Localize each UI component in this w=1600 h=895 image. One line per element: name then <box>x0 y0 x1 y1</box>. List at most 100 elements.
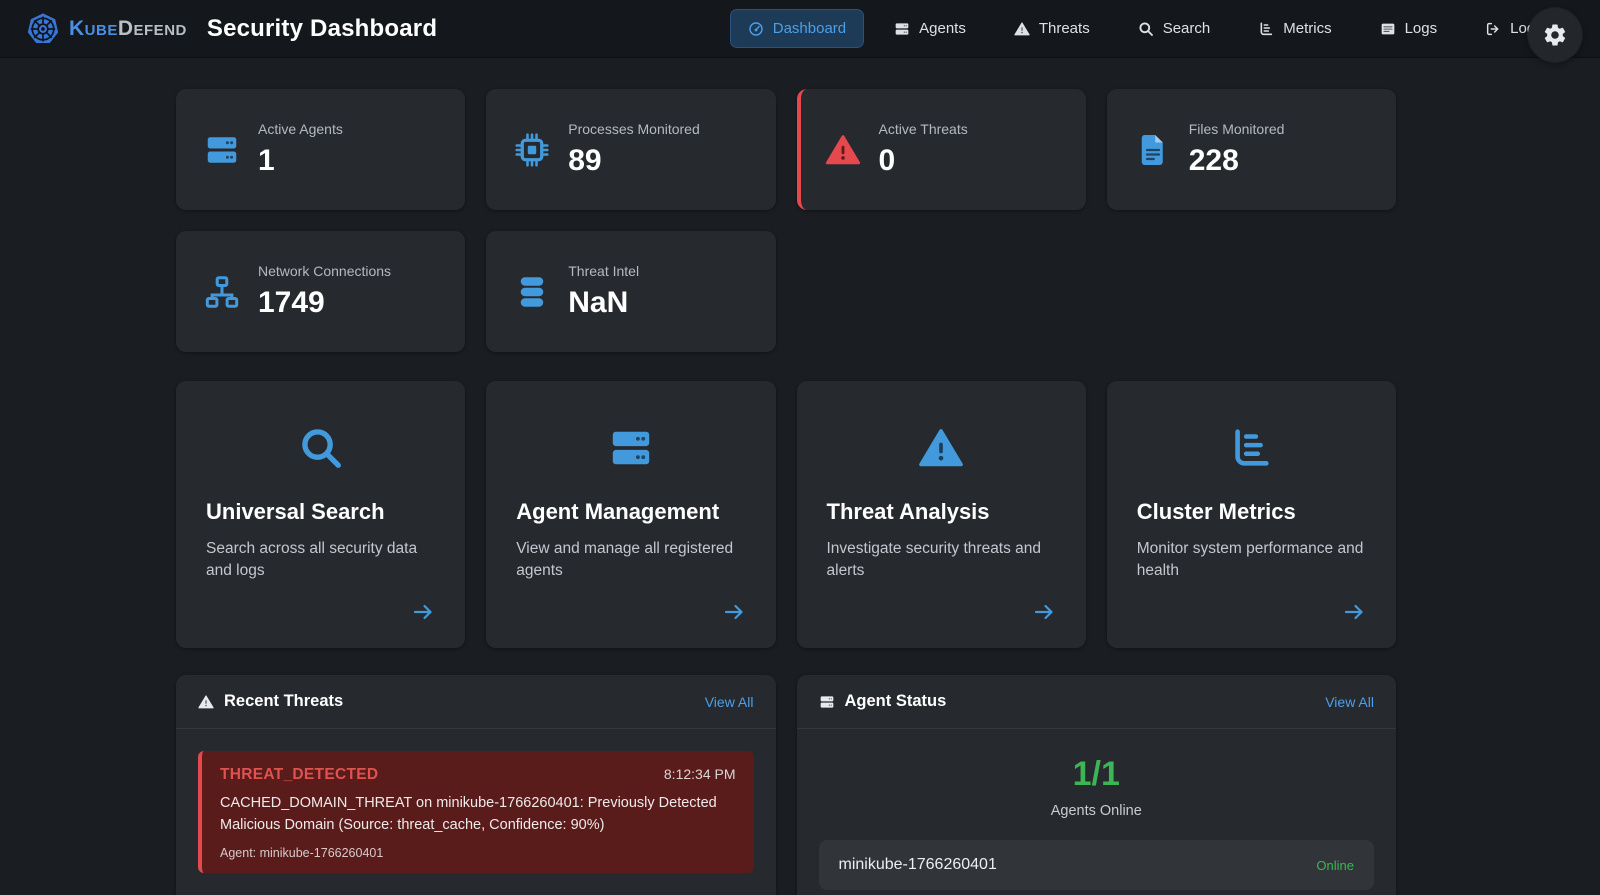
warning-icon <box>918 425 964 471</box>
brand-text: KubeDefend <box>69 17 187 41</box>
arrow-right-icon[interactable] <box>722 600 746 624</box>
top-navbar: KubeDefend Security Dashboard Dashboard … <box>0 0 1600 58</box>
nav-item-label: Logs <box>1404 20 1438 37</box>
stat-label: Files Monitored <box>1188 121 1285 137</box>
gauge-icon <box>748 21 764 37</box>
agent-status-title-text: Agent Status <box>844 692 947 710</box>
agent-status-body: 1/1 Agents Online minikube-1766260401 On… <box>797 729 1397 895</box>
stat-info: Files Monitored 228 <box>1189 121 1285 178</box>
cpu-icon <box>514 132 550 168</box>
agents-online-count: 1/1 <box>1072 755 1120 793</box>
feature-description: Monitor system performance and health <box>1136 540 1364 580</box>
server-icon <box>894 21 910 37</box>
brand-name-primary: Kube <box>69 16 118 40</box>
nav-item-agents[interactable]: Agents <box>876 9 984 48</box>
feature-title: Agent Management <box>516 499 720 524</box>
stat-label: Active Threats <box>878 121 968 137</box>
threat-type: THREAT_DETECTED <box>220 766 379 783</box>
stat-label: Processes Monitored <box>568 121 700 137</box>
feature-title: Threat Analysis <box>826 499 990 524</box>
stat-info: Threat Intel NaN <box>568 263 639 320</box>
feature-card-threat-analysis[interactable]: Threat Analysis Investigate security thr… <box>796 381 1086 648</box>
chart-bars-icon <box>1228 425 1274 471</box>
arrow-right-icon[interactable] <box>411 600 435 624</box>
agent-summary: 1/1 Agents Online <box>819 755 1375 819</box>
nav-item-label: Agents <box>919 20 966 37</box>
nav-item-label: Search <box>1162 20 1211 37</box>
logout-icon <box>1485 21 1501 37</box>
stat-value: 1749 <box>258 286 325 319</box>
brand[interactable]: KubeDefend <box>26 12 187 46</box>
feature-card-agent-management[interactable]: Agent Management View and manage all reg… <box>486 381 776 648</box>
stat-value: 89 <box>568 144 602 177</box>
stat-card-processes-monitored: Processes Monitored 89 <box>486 89 776 210</box>
nav-item-label: Dashboard <box>772 20 847 37</box>
nav-item-search[interactable]: Search <box>1120 9 1229 48</box>
threat-timestamp: 8:12:34 PM <box>663 766 736 782</box>
stat-label: Active Agents <box>258 121 343 137</box>
logs-icon <box>1380 21 1396 37</box>
feature-description: Investigate security threats and alerts <box>826 540 1042 580</box>
nav-menu: Dashboard Agents Threats Search Metrics … <box>729 9 1574 48</box>
nav-item-label: Metrics <box>1283 20 1332 37</box>
chart-bars-icon <box>1258 21 1274 37</box>
nav-item-label: Threats <box>1038 20 1090 37</box>
search-icon <box>298 425 344 471</box>
stat-card-files-monitored: Files Monitored 228 <box>1106 89 1396 210</box>
server-icon <box>819 694 835 710</box>
stat-value: 0 <box>878 144 896 177</box>
stat-card-network-connections: Network Connections 1749 <box>176 231 466 352</box>
arrow-right-icon[interactable] <box>1032 600 1056 624</box>
feature-card-universal-search[interactable]: Universal Search Search across all secur… <box>176 381 466 648</box>
database-icon <box>514 274 550 310</box>
stat-label: Network Connections <box>258 263 392 279</box>
nav-item-metrics[interactable]: Metrics <box>1240 9 1349 48</box>
recent-threats-panel: Recent Threats View All THREAT_DETECTED … <box>176 675 776 895</box>
nav-item-logs[interactable]: Logs <box>1362 9 1456 48</box>
agent-status-badge: Online <box>1316 857 1354 873</box>
feature-card-cluster-metrics[interactable]: Cluster Metrics Monitor system performan… <box>1106 381 1396 648</box>
agent-list: minikube-1766260401 Online <box>818 840 1374 890</box>
feature-description: View and manage all registered agents <box>516 540 734 580</box>
gear-icon <box>1542 22 1568 48</box>
stat-info: Active Agents 1 <box>258 121 343 178</box>
agent-name: minikube-1766260401 <box>838 856 997 873</box>
agent-status-panel: Agent Status View All 1/1 Agents Online … <box>796 675 1397 895</box>
stat-card-threat-intel: Threat Intel NaN <box>486 231 776 352</box>
page-title: Security Dashboard <box>206 14 438 42</box>
arrow-right-icon[interactable] <box>1342 600 1366 624</box>
agent-status-header: Agent Status View All <box>796 675 1396 729</box>
stat-info: Active Threats 0 <box>879 121 968 178</box>
settings-button[interactable] <box>1528 8 1582 62</box>
main-content: Active Agents 1 Processes Monitored 89 A… <box>176 58 1396 895</box>
threat-message: CACHED_DOMAIN_THREAT on minikube-1766260… <box>220 795 717 833</box>
stat-info: Network Connections 1749 <box>258 263 391 320</box>
recent-threats-header: Recent Threats View All <box>176 675 776 729</box>
threat-list: THREAT_DETECTED 8:12:34 PM CACHED_DOMAIN… <box>176 729 776 895</box>
stat-value: NaN <box>568 286 629 319</box>
feature-description: Search across all security data and logs <box>206 540 418 580</box>
stat-value: 1 <box>258 144 275 177</box>
feature-title: Universal Search <box>206 499 385 524</box>
stats-grid: Active Agents 1 Processes Monitored 89 A… <box>176 89 1396 352</box>
agent-status-view-all-link[interactable]: View All <box>1325 693 1374 710</box>
brand-name-secondary: Defend <box>117 16 187 40</box>
features-grid: Universal Search Search across all secur… <box>176 381 1396 648</box>
kubernetes-logo-icon <box>26 12 60 46</box>
agents-online-label: Agents Online <box>1050 803 1142 819</box>
threat-alert-item: THREAT_DETECTED 8:12:34 PM CACHED_DOMAIN… <box>198 751 754 873</box>
stat-value: 228 <box>1188 144 1239 177</box>
server-icon <box>608 425 654 471</box>
stat-card-active-threats: Active Threats 0 <box>796 89 1086 210</box>
threat-alert-head: THREAT_DETECTED 8:12:34 PM <box>220 766 736 784</box>
nav-item-threats[interactable]: Threats <box>996 9 1108 48</box>
warning-icon <box>198 694 214 710</box>
stat-info: Processes Monitored 89 <box>568 121 700 178</box>
nav-item-dashboard[interactable]: Dashboard <box>729 9 865 48</box>
recent-threats-title: Recent Threats <box>198 692 343 711</box>
recent-threats-title-text: Recent Threats <box>224 692 344 710</box>
recent-threats-view-all-link[interactable]: View All <box>704 693 754 710</box>
feature-title: Cluster Metrics <box>1136 499 1296 524</box>
file-icon <box>1135 132 1171 168</box>
warning-icon <box>1014 21 1030 37</box>
